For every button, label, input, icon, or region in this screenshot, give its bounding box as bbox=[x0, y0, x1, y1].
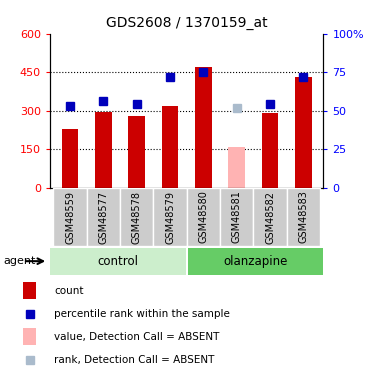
Text: GSM48582: GSM48582 bbox=[265, 190, 275, 244]
Text: GSM48577: GSM48577 bbox=[99, 190, 109, 244]
Bar bbox=[262, 113, 278, 188]
Text: GSM48580: GSM48580 bbox=[198, 190, 208, 243]
Text: control: control bbox=[97, 255, 138, 268]
Bar bbox=[195, 67, 212, 188]
Bar bbox=[187, 188, 220, 246]
Bar bbox=[87, 188, 120, 246]
Bar bbox=[162, 105, 178, 188]
Text: olanzapine: olanzapine bbox=[223, 255, 288, 268]
Text: GSM48559: GSM48559 bbox=[65, 190, 75, 244]
Text: GSM48583: GSM48583 bbox=[298, 190, 308, 243]
Text: percentile rank within the sample: percentile rank within the sample bbox=[54, 309, 230, 319]
Bar bbox=[228, 147, 245, 188]
Bar bbox=[62, 129, 79, 188]
Bar bbox=[295, 77, 312, 188]
Title: GDS2608 / 1370159_at: GDS2608 / 1370159_at bbox=[106, 16, 268, 30]
Text: count: count bbox=[54, 285, 84, 296]
Bar bbox=[23, 328, 36, 345]
Bar bbox=[287, 188, 320, 246]
Bar bbox=[120, 188, 153, 246]
Bar bbox=[220, 188, 253, 246]
Text: value, Detection Call = ABSENT: value, Detection Call = ABSENT bbox=[54, 332, 220, 342]
Text: GSM48581: GSM48581 bbox=[232, 190, 242, 243]
Bar bbox=[154, 188, 187, 246]
Bar bbox=[128, 116, 145, 188]
Text: agent: agent bbox=[4, 256, 36, 266]
Bar bbox=[54, 188, 87, 246]
Bar bbox=[95, 112, 112, 188]
Text: GSM48579: GSM48579 bbox=[165, 190, 175, 244]
Bar bbox=[188, 248, 323, 274]
Bar bbox=[23, 282, 36, 299]
Text: rank, Detection Call = ABSENT: rank, Detection Call = ABSENT bbox=[54, 355, 215, 365]
Bar bbox=[253, 188, 287, 246]
Bar bbox=[50, 248, 186, 274]
Text: GSM48578: GSM48578 bbox=[132, 190, 142, 244]
